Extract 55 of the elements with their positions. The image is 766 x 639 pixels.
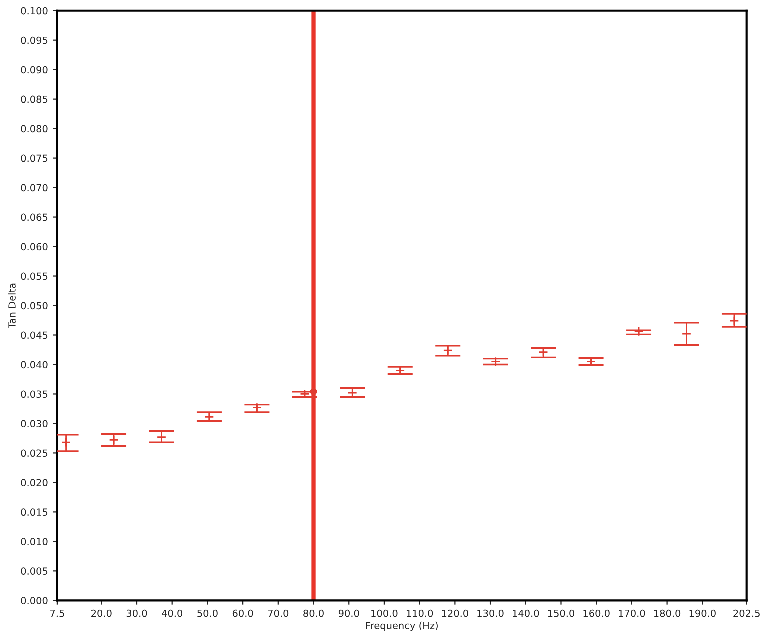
point xyxy=(300,389,310,400)
x-tick-label: 50.0 xyxy=(198,610,218,618)
x-axis-title: Frequency (Hz) xyxy=(366,622,438,632)
y-tick-label: 0.045 xyxy=(21,332,48,340)
y-axis-title: Tan Delta xyxy=(8,284,16,329)
point xyxy=(682,329,692,339)
y-tick-label: 0.050 xyxy=(21,302,48,310)
point xyxy=(61,438,72,448)
y-tick-label: 0.070 xyxy=(21,184,48,192)
x-tick-label: 110.0 xyxy=(406,610,434,618)
y-tick-label: 0.020 xyxy=(21,479,48,487)
x-tick-label: 180.0 xyxy=(654,610,681,618)
y-tick-label: 0.000 xyxy=(21,597,48,604)
y-tick-label: 0.080 xyxy=(21,125,48,133)
x-tick-label: 80.0 xyxy=(304,610,324,618)
y-tick-label: 0.095 xyxy=(21,36,48,44)
y-tick-label: 0.010 xyxy=(21,538,48,546)
y-tick-label: 0.025 xyxy=(21,450,48,458)
x-tick-label: 90.0 xyxy=(338,610,360,618)
x-tick-label: 140.0 xyxy=(513,610,540,618)
point xyxy=(634,326,644,337)
x-tick-label: 30.0 xyxy=(126,610,148,618)
x-tick-label: 150.0 xyxy=(548,610,575,618)
y-tick-label: 0.090 xyxy=(21,66,48,74)
y-tick-label: 0.100 xyxy=(21,7,48,15)
x-tick-label: 70.0 xyxy=(268,610,289,618)
x-tick-label: 40.0 xyxy=(162,610,183,618)
y-tick-label: 0.015 xyxy=(21,508,48,516)
y-tick-label: 0.055 xyxy=(21,272,48,280)
y-tick-label: 0.075 xyxy=(21,154,48,162)
y-tick-label: 0.065 xyxy=(21,214,48,222)
x-tick-label: 100.0 xyxy=(372,610,398,618)
y-tick-label: 0.060 xyxy=(21,243,48,251)
x-tick-label: 160.0 xyxy=(584,610,610,618)
x-tick-label: 7.5 xyxy=(50,610,64,618)
point xyxy=(109,435,119,446)
x-tick-label: 130.0 xyxy=(478,610,504,618)
y-tick-label: 0.035 xyxy=(21,390,48,398)
x-tick-label: 202.5 xyxy=(734,610,760,618)
x-tick-label: 60.0 xyxy=(232,610,254,618)
y-tick-label: 0.085 xyxy=(21,96,48,104)
point xyxy=(310,388,318,396)
y-tick-label: 0.005 xyxy=(21,568,48,575)
y-tick-label: 0.030 xyxy=(21,420,48,428)
x-tick-label: 170.0 xyxy=(619,610,646,618)
x-tick-label: 120.0 xyxy=(442,610,468,618)
point xyxy=(252,402,262,413)
point xyxy=(443,346,453,356)
x-tick-label: 190.0 xyxy=(690,610,716,618)
point xyxy=(348,388,358,398)
point xyxy=(730,316,740,326)
x-tick-label: 20.0 xyxy=(92,610,112,618)
point xyxy=(490,356,501,367)
point xyxy=(156,432,167,442)
y-tick-label: 0.040 xyxy=(21,361,48,369)
